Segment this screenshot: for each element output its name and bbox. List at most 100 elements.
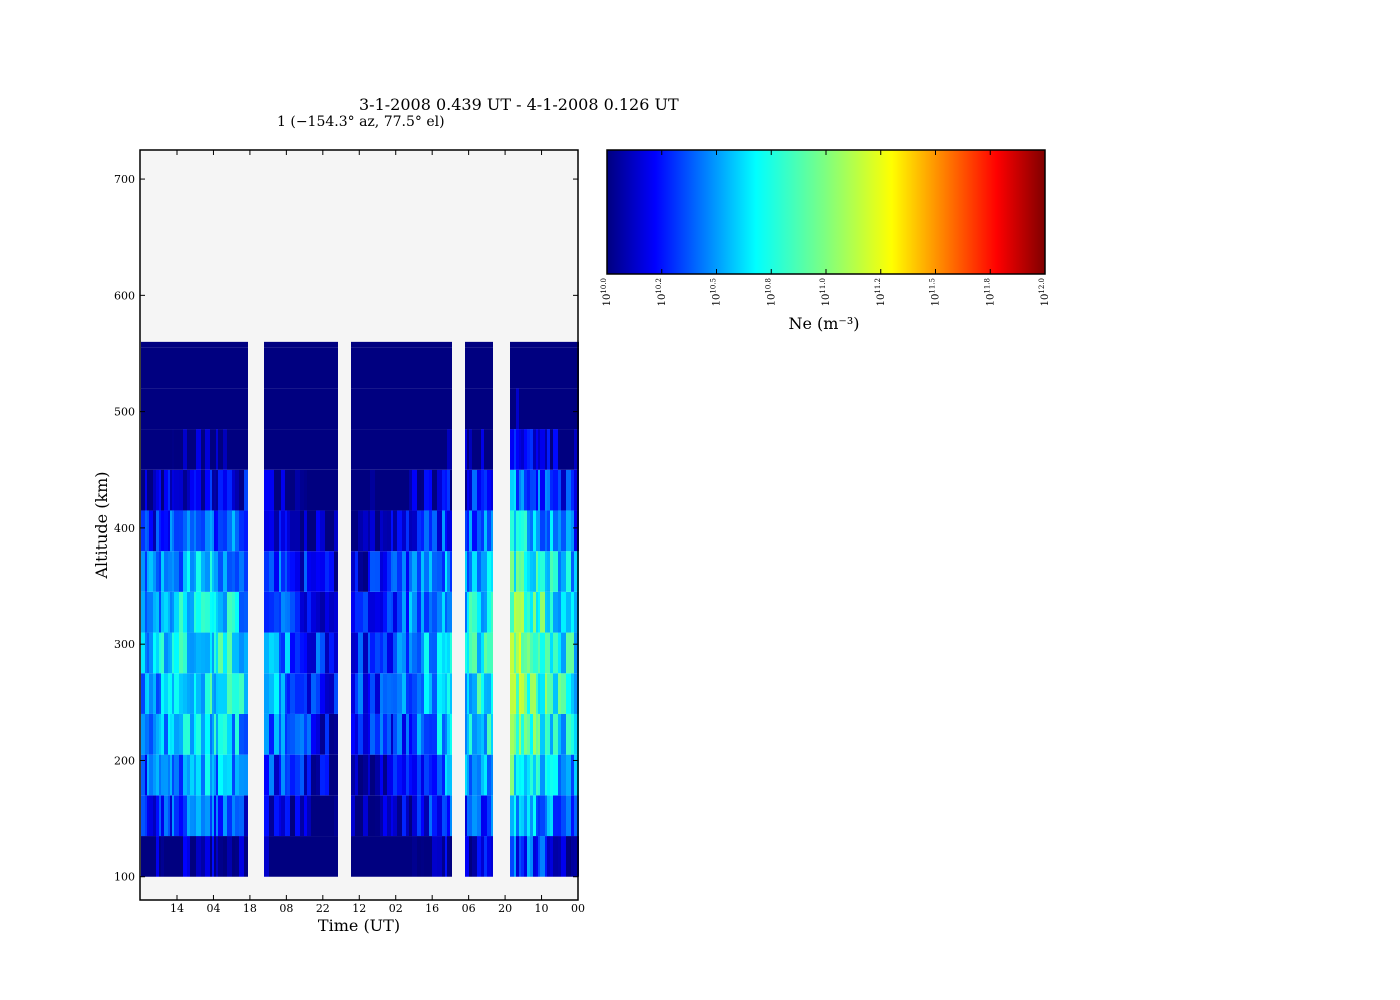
heatmap-cell — [553, 429, 558, 470]
heatmap-cell — [516, 551, 519, 592]
heatmap-cell — [174, 713, 179, 755]
heatmap-cell — [201, 388, 205, 430]
heatmap-cell — [287, 795, 290, 837]
heatmap-cell — [553, 591, 558, 633]
heatmap-cell — [545, 347, 547, 389]
heatmap-cell — [141, 713, 145, 755]
heatmap-cell — [450, 429, 452, 470]
heatmap-cell — [510, 836, 514, 877]
heatmap-cell — [205, 795, 210, 837]
heatmap-cell — [406, 754, 409, 796]
heatmap-cell — [235, 429, 239, 470]
heatmap-cells — [141, 341, 579, 877]
heatmap-cell — [216, 469, 218, 511]
heatmap-cell — [383, 673, 387, 714]
heatmap-cell — [370, 795, 375, 837]
heatmap-cell — [210, 347, 212, 389]
heatmap-cell — [329, 469, 334, 511]
heatmap-cell — [149, 713, 153, 755]
heatmap-cell — [300, 347, 304, 389]
heatmap-cell — [187, 632, 190, 674]
heatmap-cell — [437, 347, 442, 389]
heatmap-cell — [300, 429, 304, 470]
heatmap-cell — [164, 388, 168, 430]
heatmap-cell — [285, 754, 287, 796]
heatmap-cell — [218, 347, 223, 389]
heatmap-cell — [205, 632, 210, 674]
heatmap-cell — [325, 591, 329, 633]
x-tick-label: 10 — [535, 902, 549, 915]
heatmap-cell — [536, 388, 538, 430]
heatmap-cell — [304, 341, 307, 348]
heatmap-cell — [530, 836, 533, 877]
heatmap-cell — [159, 836, 161, 877]
colorbar-label: Ne (m⁻³) — [788, 314, 859, 333]
heatmap-cell — [550, 591, 553, 633]
heatmap-cell — [533, 795, 536, 837]
heatmap-cell — [174, 754, 179, 796]
heatmap-cell — [190, 551, 194, 592]
heatmap-cell — [375, 713, 380, 755]
heatmap-cell — [223, 551, 227, 592]
heatmap-cell — [264, 429, 269, 470]
heatmap-cell — [574, 713, 579, 755]
heatmap-cell — [393, 341, 397, 348]
heatmap-cell — [397, 673, 402, 714]
heatmap-cell — [164, 632, 168, 674]
heatmap-cell — [447, 632, 450, 674]
heatmap-cell — [429, 795, 432, 837]
heatmap-cell — [179, 551, 183, 592]
heatmap-cell — [368, 341, 370, 348]
heatmap-cell — [325, 673, 329, 714]
heatmap-cell — [375, 469, 380, 511]
heatmap-cell — [538, 347, 540, 389]
heatmap-cell — [417, 429, 421, 470]
heatmap-cell — [285, 632, 287, 674]
heatmap-cell — [351, 713, 355, 755]
heatmap-cell — [172, 713, 174, 755]
heatmap-cell — [141, 551, 145, 592]
heatmap-cell — [149, 591, 153, 633]
heatmap-cell — [524, 673, 527, 714]
heatmap-cell — [393, 713, 397, 755]
heatmap-cell — [514, 754, 516, 796]
heatmap-cell — [223, 754, 227, 796]
heatmap-cell — [571, 429, 574, 470]
heatmap-cell — [519, 713, 521, 755]
heatmap-cell — [402, 510, 406, 552]
heatmap-cell — [465, 510, 467, 552]
heatmap-cell — [227, 795, 232, 837]
heatmap-cell — [383, 510, 387, 552]
heatmap-cell — [402, 591, 406, 633]
heatmap-cell — [510, 429, 514, 470]
heatmap-cell — [521, 347, 524, 389]
x-tick-label: 18 — [243, 902, 257, 915]
heatmap-cell — [334, 795, 338, 837]
heatmap-cell — [351, 795, 355, 837]
heatmap-cell — [402, 388, 406, 430]
heatmap-cell — [561, 510, 566, 552]
heatmap-cell — [558, 632, 561, 674]
heatmap-cell — [269, 347, 274, 389]
heatmap-cell — [510, 341, 514, 348]
heatmap-cell — [574, 510, 579, 552]
heatmap-cell — [465, 341, 467, 348]
heatmap-cell — [516, 713, 519, 755]
heatmap-cell — [465, 469, 467, 511]
heatmap-cell — [168, 754, 170, 796]
heatmap-cell — [432, 341, 437, 348]
heatmap-cell — [510, 469, 514, 511]
heatmap-cell — [536, 347, 538, 389]
heatmap-cell — [325, 551, 329, 592]
heatmap-cell — [536, 551, 538, 592]
heatmap-cell — [174, 551, 179, 592]
heatmap-cell — [514, 632, 516, 674]
heatmap-cell — [358, 469, 363, 511]
heatmap-cell — [397, 591, 402, 633]
heatmap-cell — [380, 388, 383, 430]
heatmap-cell — [477, 388, 481, 430]
heatmap-cell — [574, 347, 579, 389]
heatmap-cell — [550, 429, 553, 470]
heatmap-cell — [467, 795, 469, 837]
heatmap-cell — [216, 754, 218, 796]
